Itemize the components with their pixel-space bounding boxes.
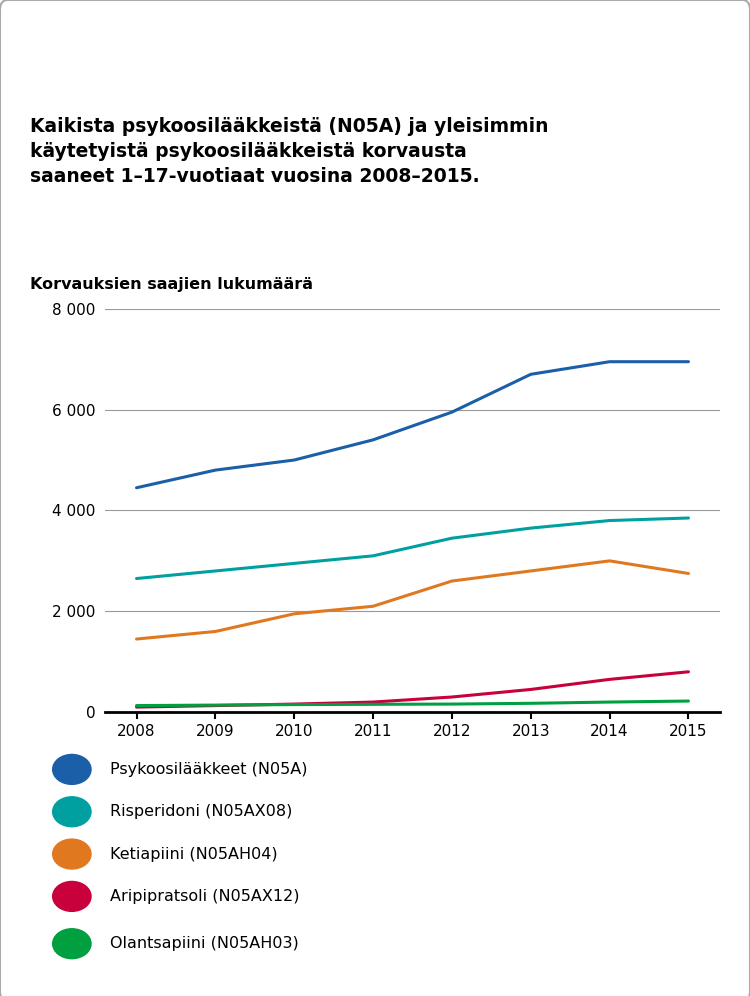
Ellipse shape: [53, 755, 91, 785]
Text: Risperidoni (N05AX08): Risperidoni (N05AX08): [110, 804, 292, 820]
Ellipse shape: [53, 928, 91, 958]
Text: Psykoosilääkkeet (N05A): Psykoosilääkkeet (N05A): [110, 762, 308, 777]
Text: KUVIO 1.: KUVIO 1.: [26, 20, 119, 40]
Text: Olantsapiini (N05AH03): Olantsapiini (N05AH03): [110, 936, 299, 951]
Text: Ketiapiini (N05AH04): Ketiapiini (N05AH04): [110, 847, 278, 862]
Ellipse shape: [53, 797, 91, 827]
Text: Aripipratsoli (N05AX12): Aripipratsoli (N05AX12): [110, 888, 300, 904]
Ellipse shape: [53, 839, 91, 869]
Text: Kaikista psykoosilääkkeistä (N05A) ja yleisimmin
käytetyistä psykoosilääkkeistä : Kaikista psykoosilääkkeistä (N05A) ja yl…: [30, 118, 548, 186]
Ellipse shape: [53, 881, 91, 911]
Text: Korvauksien saajien lukumäärä: Korvauksien saajien lukumäärä: [30, 277, 313, 293]
